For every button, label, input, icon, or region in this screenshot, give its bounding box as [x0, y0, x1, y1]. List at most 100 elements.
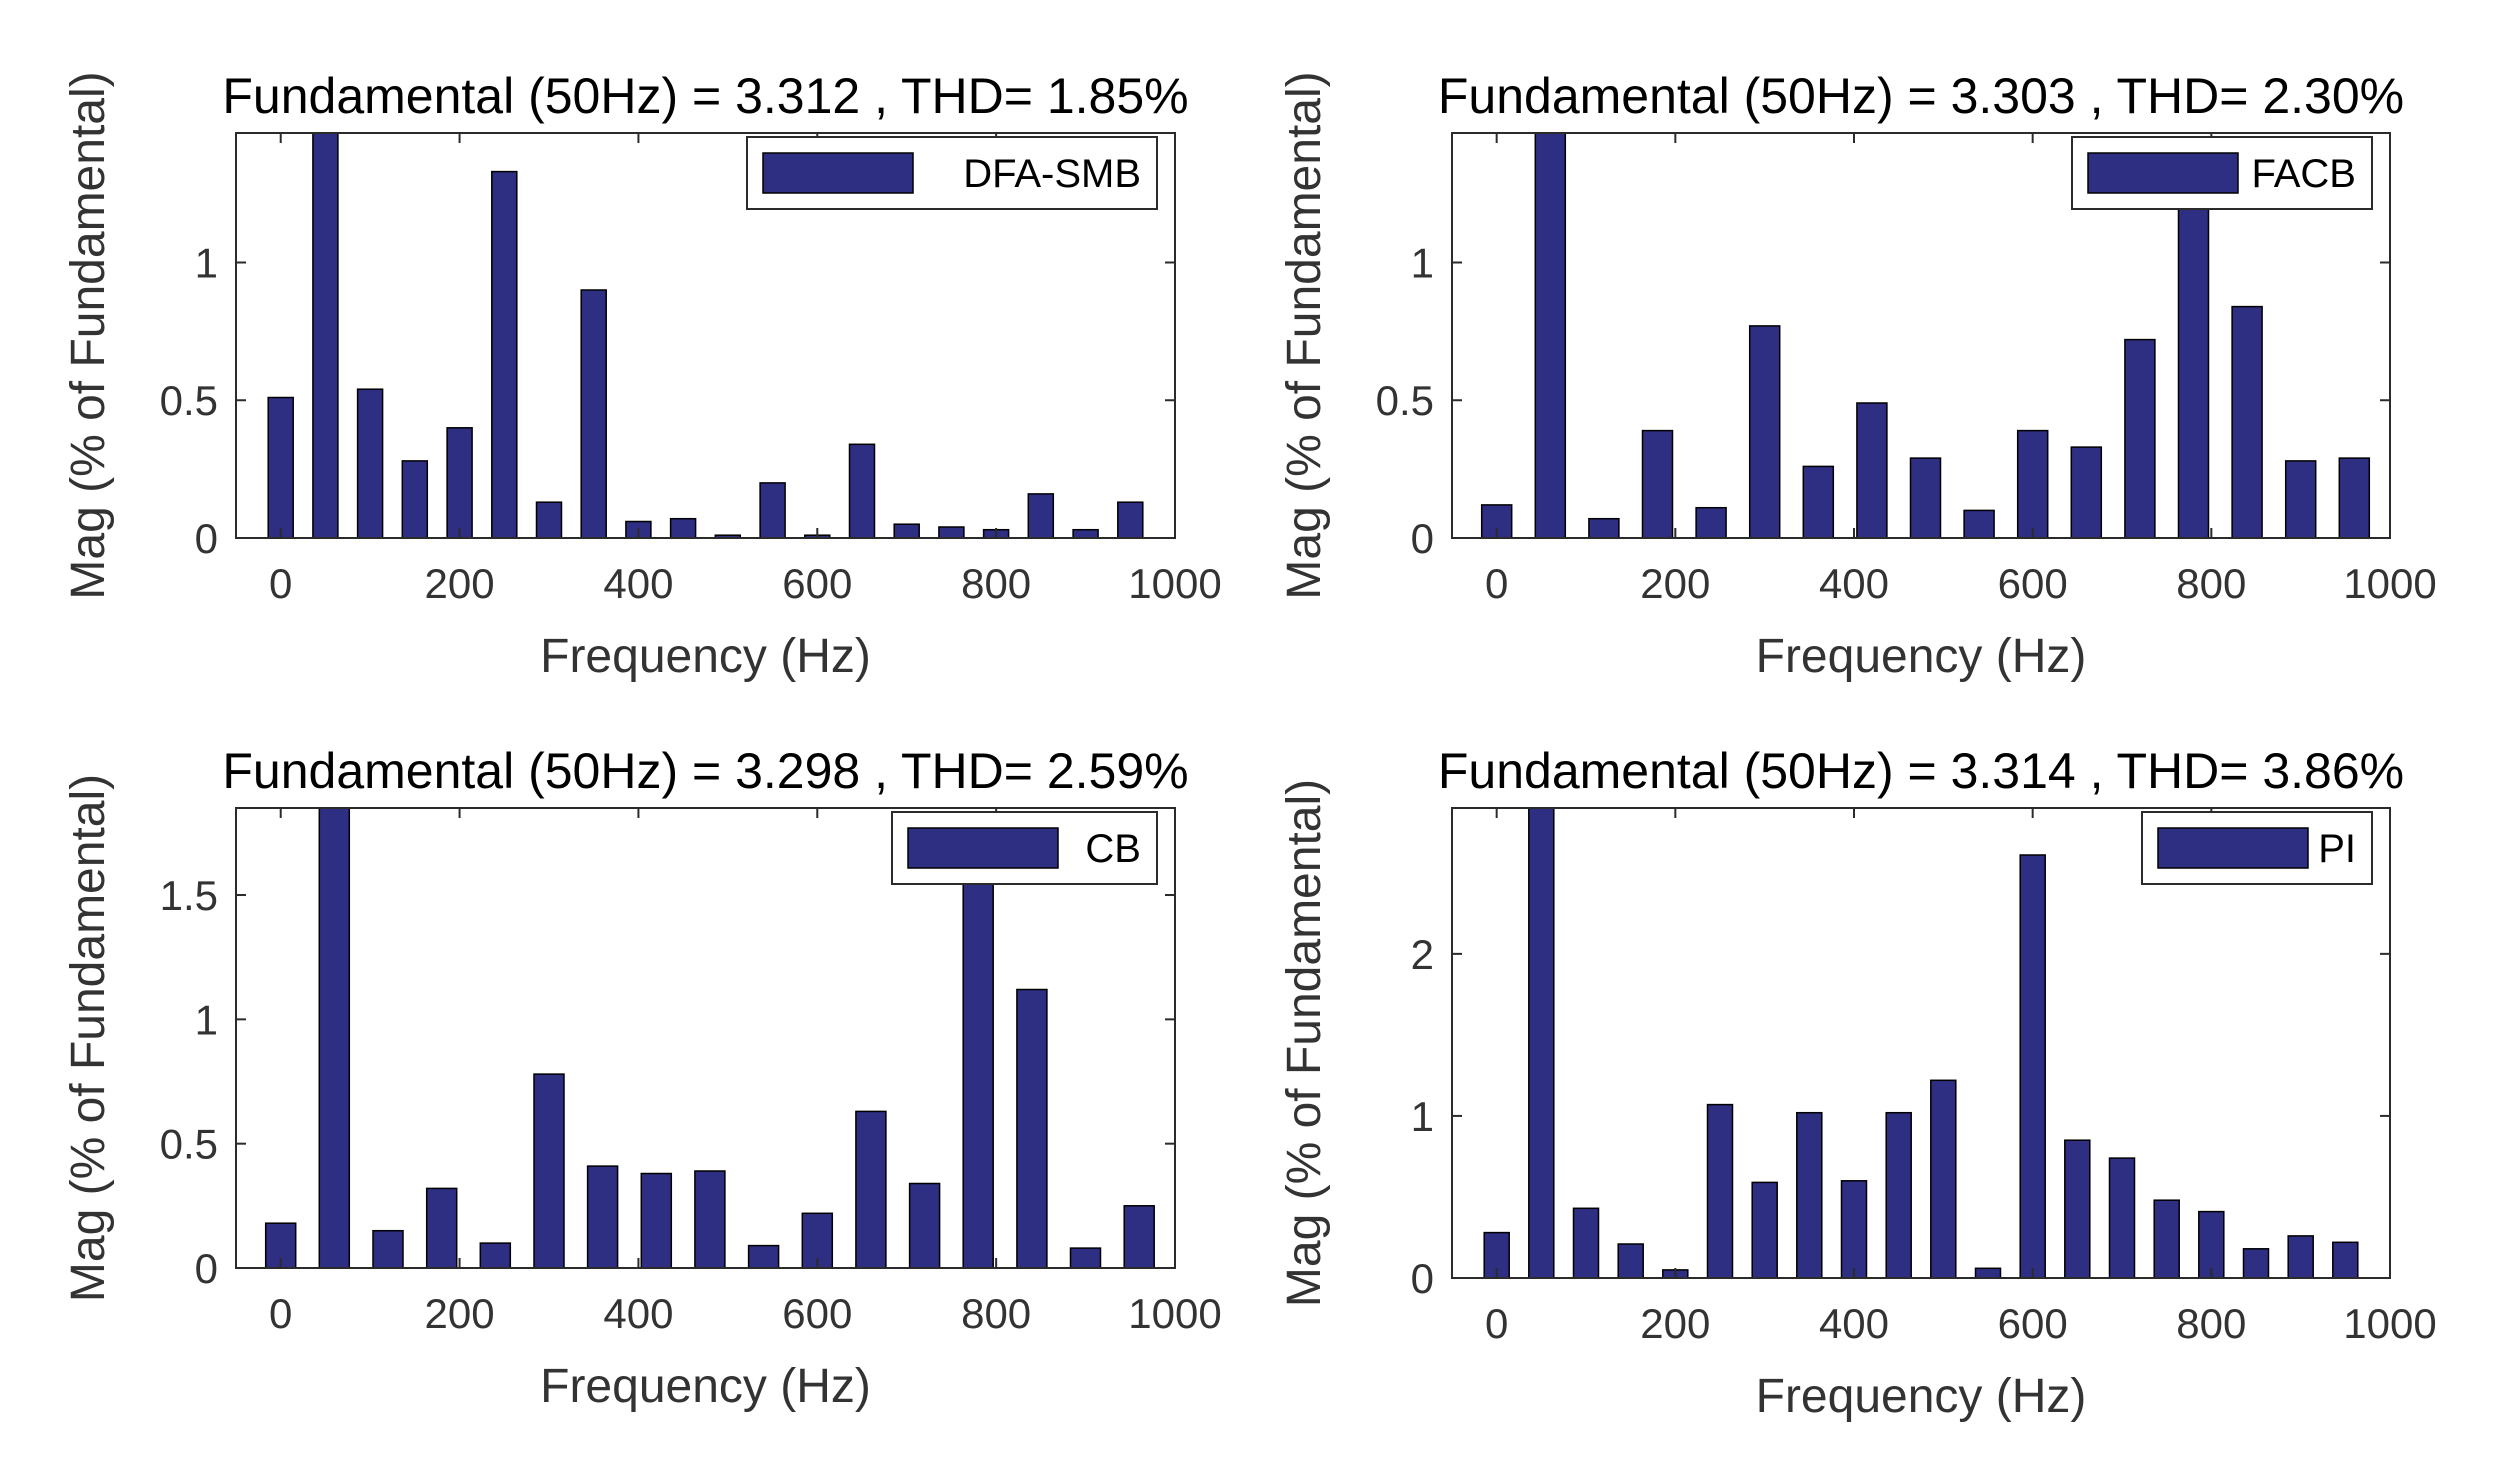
- y-axis-label: Mag (% of Fundamental): [62, 71, 115, 599]
- y-tick-label: 0.5: [160, 377, 218, 424]
- bar-550hz: [759, 482, 786, 539]
- bar-480hz: [694, 1170, 726, 1269]
- chart-panel-4: 0 200 400 600 800 1000 0 1 2 Fundamental (50Hz) =…: [1278, 743, 2437, 1423]
- axes-box: [235, 132, 1176, 539]
- bar-720hz: [2124, 338, 2156, 539]
- x-tick-label: 200: [425, 560, 495, 607]
- x-tick-label: 1000: [1128, 560, 1221, 607]
- x-tick-label: 800: [961, 560, 1031, 607]
- x-tick-label: 1000: [1128, 1290, 1221, 1337]
- x-tick-label: 1000: [2343, 560, 2436, 607]
- bar-0hz: [267, 396, 294, 539]
- y-tick-label: 1.5: [160, 872, 218, 919]
- bar-450hz: [1885, 1111, 1912, 1279]
- bar-780hz: [2177, 165, 2210, 539]
- bar-850hz: [2242, 1248, 2270, 1279]
- x-tick-label: 600: [1998, 1300, 2068, 1347]
- y-tick-label: 0: [195, 515, 218, 562]
- bar-150hz: [1617, 1243, 1644, 1279]
- bar-60hz: [318, 807, 351, 1269]
- x-tick-label: 600: [1998, 560, 2068, 607]
- legend: FACB: [2071, 136, 2373, 210]
- bar-900hz: [2284, 460, 2317, 539]
- y-tick-label: 0: [1411, 1255, 1434, 1302]
- x-tick-label: 400: [1819, 1300, 1889, 1347]
- bar-240hz: [1695, 506, 1727, 539]
- bar-750hz: [938, 526, 965, 539]
- bar-700hz: [893, 523, 920, 539]
- legend-swatch: [762, 152, 914, 194]
- bar-200hz: [446, 427, 473, 539]
- bar-600hz: [2019, 854, 2046, 1279]
- y-axis-label: Mag (% of Fundamental): [1278, 779, 1331, 1307]
- chart-panel-2: 0 200 400 600 800 1000 0 0.5 1 Fundamental (50Hz)…: [1278, 68, 2437, 683]
- x-tick-label: 0: [1485, 1300, 1508, 1347]
- bar-500hz: [1930, 1079, 1957, 1279]
- x-tick-label: 200: [1640, 1300, 1710, 1347]
- chart-title: Fundamental (50Hz) = 3.314 , THD= 3.86%: [1438, 743, 2404, 799]
- bar-960hz: [2338, 457, 2371, 539]
- x-tick-label: 600: [782, 560, 852, 607]
- legend: DFA-SMB: [746, 136, 1158, 210]
- bar-150hz: [401, 460, 429, 539]
- chart-title: Fundamental (50Hz) = 3.298 , THD= 2.59%: [222, 743, 1188, 799]
- legend: PI: [2141, 811, 2373, 885]
- legend-label: PI: [2318, 827, 2356, 871]
- y-axis-label: Mag (% of Fundamental): [62, 774, 115, 1302]
- bar-450hz: [669, 517, 697, 539]
- bar-250hz: [1706, 1103, 1734, 1279]
- legend: CB: [891, 811, 1158, 885]
- x-tick-label: 0: [269, 1290, 292, 1337]
- chart-title: Fundamental (50Hz) = 3.303 , THD= 2.30%: [1438, 68, 2404, 124]
- bar-900hz: [1069, 1247, 1102, 1269]
- bar-900hz: [2287, 1235, 2314, 1279]
- axes-box: [235, 807, 1176, 1269]
- x-tick-label: 400: [1819, 560, 1889, 607]
- legend-swatch: [2087, 152, 2239, 194]
- bar-360hz: [1802, 465, 1835, 539]
- chart-panel-1: 0 200 400 600 800 1000 0 0.5 1 Fundamental (50Hz)…: [62, 68, 1222, 683]
- bar-50hz: [312, 132, 339, 539]
- bar-300hz: [535, 501, 563, 539]
- x-tick-label: 400: [603, 1290, 673, 1337]
- bar-780hz: [962, 849, 994, 1269]
- x-tick-label: 200: [1640, 560, 1710, 607]
- bar-300hz: [533, 1073, 565, 1269]
- bar-950hz: [2332, 1241, 2359, 1279]
- x-tick-label: 0: [269, 560, 292, 607]
- axes-box: [1451, 807, 2391, 1279]
- y-axis-label: Mag (% of Fundamental): [1278, 71, 1331, 599]
- bar-120hz: [372, 1229, 404, 1269]
- bar-480hz: [1909, 457, 1942, 539]
- bar-100hz: [356, 388, 384, 539]
- y-tick-label: 2: [1411, 931, 1434, 978]
- bar-100hz: [1572, 1207, 1600, 1279]
- bar-50hz: [1528, 807, 1555, 1279]
- bar-750hz: [2153, 1199, 2180, 1279]
- bar-550hz: [1974, 1267, 2002, 1279]
- bar-850hz: [1027, 493, 1055, 539]
- bar-120hz: [1588, 517, 1620, 539]
- bar-660hz: [2070, 446, 2103, 539]
- bar-950hz: [1117, 501, 1144, 539]
- x-axis-label: Frequency (Hz): [1756, 630, 2087, 683]
- x-axis-label: Frequency (Hz): [1756, 1370, 2087, 1423]
- x-tick-label: 800: [961, 1290, 1031, 1337]
- bar-350hz: [1796, 1111, 1823, 1279]
- bar-650hz: [2064, 1139, 2091, 1279]
- x-tick-label: 600: [782, 1290, 852, 1337]
- bar-240hz: [479, 1242, 512, 1269]
- x-tick-label: 800: [2176, 1300, 2246, 1347]
- bar-600hz: [2016, 429, 2049, 539]
- bar-650hz: [848, 443, 876, 539]
- bar-420hz: [640, 1172, 673, 1269]
- y-tick-label: 1: [1411, 239, 1434, 286]
- y-tick-label: 0.5: [1376, 377, 1434, 424]
- legend-label: DFA-SMB: [963, 152, 1141, 196]
- bar-360hz: [586, 1165, 619, 1269]
- x-tick-label: 800: [2176, 560, 2246, 607]
- bar-300hz: [1748, 325, 1781, 539]
- x-axis-label: Frequency (Hz): [540, 630, 871, 683]
- bar-180hz: [1641, 429, 1674, 539]
- bar-300hz: [1751, 1181, 1778, 1279]
